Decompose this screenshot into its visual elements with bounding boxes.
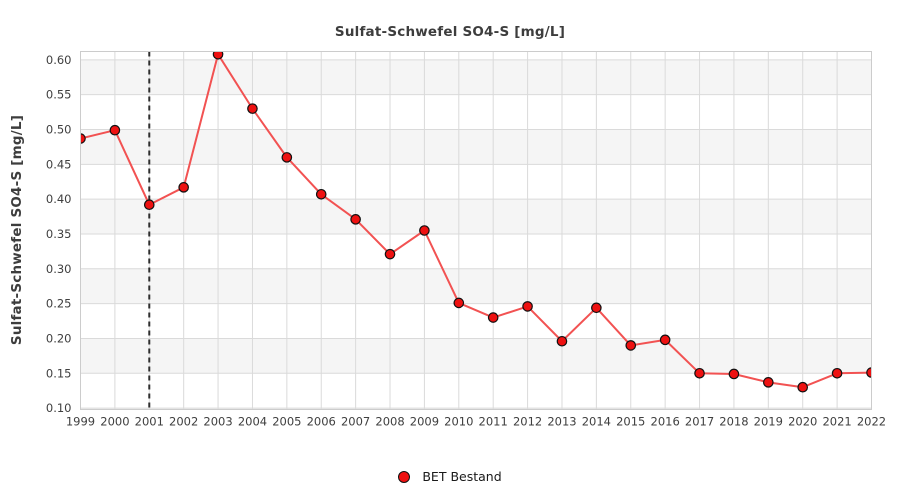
series-line-bet-bestand — [80, 53, 872, 389]
plot-band — [80, 129, 872, 165]
data-point[interactable] — [453, 297, 465, 309]
x-tick-label: 2009 — [410, 415, 439, 429]
data-point[interactable] — [281, 152, 293, 163]
x-tick-label: 2016 — [651, 415, 680, 429]
data-point[interactable] — [109, 124, 121, 136]
x-tick-label: 2006 — [307, 415, 336, 429]
x-tick-label: 2017 — [685, 415, 714, 429]
data-point[interactable] — [694, 367, 705, 379]
data-point[interactable] — [212, 50, 224, 60]
x-tick-label: 2014 — [582, 415, 611, 429]
data-point[interactable] — [522, 301, 533, 312]
y-tick-label: 0.40 — [46, 192, 72, 206]
chart-title: Sulfat-Schwefel SO4-S [mg/L] — [334, 24, 566, 40]
x-tick-label: 2010 — [444, 415, 473, 429]
legend-label: BET Bestand — [422, 469, 502, 484]
x-tick-label: 2003 — [203, 415, 232, 429]
x-tick-label: 2011 — [479, 415, 508, 429]
data-point[interactable] — [178, 182, 189, 193]
data-point[interactable] — [591, 302, 602, 314]
data-point[interactable] — [556, 335, 568, 347]
y-tick-label: 0.15 — [46, 366, 72, 380]
y-tick-label: 0.25 — [46, 297, 72, 311]
data-point[interactable] — [831, 367, 843, 379]
legend-item-bet-bestand[interactable]: BET Bestand — [398, 469, 502, 484]
x-tick-label: 2012 — [513, 415, 542, 429]
x-tick-label: 2007 — [341, 415, 370, 429]
y-tick-label: 0.60 — [46, 53, 72, 67]
x-tick-label: 2021 — [822, 415, 851, 429]
y-tick-label: 0.35 — [46, 227, 72, 241]
plot-band — [80, 408, 872, 410]
plot-band — [80, 59, 872, 95]
data-point[interactable] — [315, 188, 327, 200]
x-tick-label: 2005 — [272, 415, 301, 429]
y-tick-label: 0.50 — [46, 123, 72, 137]
data-point[interactable] — [487, 312, 499, 323]
plot-band — [80, 268, 872, 304]
plot-band — [80, 303, 872, 339]
plot-band — [80, 338, 872, 374]
data-point[interactable] — [659, 334, 671, 346]
plot-border — [80, 51, 872, 410]
data-point[interactable] — [384, 248, 396, 260]
plot-band — [80, 94, 872, 130]
data-point[interactable] — [797, 381, 809, 393]
legend: BET Bestand — [0, 469, 900, 484]
red-dot-icon — [398, 470, 411, 483]
y-tick-label: 0.30 — [46, 262, 72, 276]
x-tick-label: 2022 — [857, 415, 886, 429]
plot-band — [80, 199, 872, 234]
x-tick-label: 2020 — [788, 415, 817, 429]
plot-band — [80, 233, 872, 269]
data-point[interactable] — [247, 103, 258, 114]
x-tick-label: 2001 — [135, 415, 164, 429]
data-point[interactable] — [625, 340, 637, 351]
x-tick-label: 2000 — [100, 415, 129, 429]
data-point[interactable] — [419, 225, 430, 236]
x-tick-label: 2002 — [169, 415, 198, 429]
plot-band — [80, 51, 872, 60]
data-point[interactable] — [143, 199, 155, 211]
x-tick-label: 1999 — [66, 415, 95, 429]
series-group — [80, 50, 872, 393]
y-tick-label: 0.10 — [46, 401, 72, 415]
plot-band — [80, 164, 872, 200]
y-tick-label: 0.55 — [46, 88, 72, 102]
x-tick-label: 2013 — [547, 415, 576, 429]
y-tick-label: 0.45 — [46, 157, 72, 171]
data-point[interactable] — [728, 368, 740, 380]
x-tick-label: 2019 — [754, 415, 783, 429]
data-point[interactable] — [763, 377, 774, 388]
y-tick-label: 0.20 — [46, 331, 72, 345]
plot-band — [80, 373, 872, 409]
x-tick-label: 2018 — [719, 415, 748, 429]
x-tick-label: 2015 — [616, 415, 645, 429]
x-tick-label: 2008 — [375, 415, 404, 429]
data-point[interactable] — [350, 214, 361, 225]
x-tick-label: 2004 — [238, 415, 267, 429]
